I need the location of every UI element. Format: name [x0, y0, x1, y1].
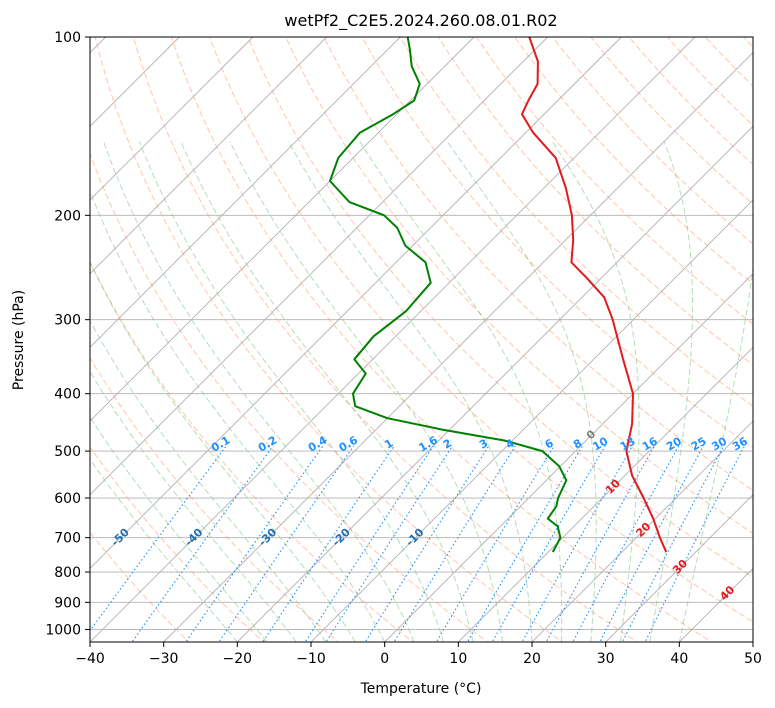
isotherm-line: [531, 420, 753, 642]
y-tick-label: 400: [54, 387, 81, 403]
mixing-ratio-line: [218, 445, 355, 642]
dry-adiabat: [514, 37, 753, 285]
mixing-ratio-line: [131, 445, 274, 642]
y-tick-label: 1000: [45, 622, 81, 638]
isotherm-line: [90, 37, 475, 422]
isotherm-line: [90, 37, 696, 642]
x-tick-label: −30: [149, 651, 179, 667]
chart-title: wetPf2_C2E5.2024.260.08.01.R02: [284, 11, 557, 31]
temperature-line: [521, 37, 668, 553]
x-tick-label: −40: [75, 651, 105, 667]
y-tick-label: 200: [54, 208, 81, 224]
isotherm-line: [384, 273, 753, 642]
isotherm-line: [310, 199, 753, 642]
isotherm-line: [90, 37, 622, 569]
dry-adiabat: [361, 37, 753, 449]
isotherm-line: [90, 37, 548, 496]
mixing-ratio-line: [304, 445, 434, 642]
isotherm-line: [90, 37, 327, 275]
x-tick-label: −10: [296, 651, 326, 667]
mixing-ratio-line: [393, 445, 516, 642]
dry-adiabat: [323, 37, 753, 491]
x-tick-label: 40: [670, 651, 688, 667]
x-tick-label: 10: [449, 651, 467, 667]
x-tick-label: −20: [223, 651, 253, 667]
x-tick-label: 20: [523, 651, 541, 667]
mixing-ratio-line: [262, 445, 395, 642]
mixing-ratio-line: [325, 445, 454, 642]
dry-adiabat: [209, 37, 753, 623]
dry-adiabat: [285, 37, 753, 535]
x-tick-label: 0: [380, 651, 389, 667]
x-axis-label: Temperature (°C): [360, 681, 482, 697]
y-tick-label: 600: [54, 491, 81, 507]
series-group: [329, 37, 668, 553]
y-axis-label: Pressure (hPa): [11, 290, 27, 390]
mixing-ratio-line: [185, 445, 324, 642]
dewpoint-line: [329, 37, 568, 553]
axis-ticks: −40 −30 −20 −10 0 10 20 30 40 50 1000 900 800 700 600 5…: [45, 30, 762, 667]
dry-adiabat: [476, 37, 753, 325]
y-tick-label: 900: [54, 595, 81, 611]
mixing-ratio-line: [491, 445, 606, 642]
mixing-ratio-line: [572, 445, 680, 642]
isotherm-line: [605, 494, 753, 642]
isotherm-line: [163, 52, 753, 642]
y-tick-label: 100: [54, 30, 81, 46]
isotherm-line: [90, 37, 401, 348]
y-tick-label: 500: [54, 444, 81, 460]
y-tick-label: 700: [54, 531, 81, 547]
dry-adiabat: [170, 37, 713, 642]
x-tick-label: 30: [597, 651, 615, 667]
isotherm-line: [237, 125, 753, 642]
isotherm-line: [90, 37, 254, 201]
dry-adiabat: [399, 37, 753, 407]
plot-frame: [89, 36, 754, 643]
mixing-ratio-line: [364, 445, 490, 642]
mixing-ratio-line: [599, 445, 704, 642]
y-tick-label: 800: [54, 565, 81, 581]
y-tick-label: 300: [54, 313, 81, 329]
dry-adiabat: [90, 152, 489, 642]
mixing-ratio-line: [466, 445, 584, 642]
x-tick-label: 50: [744, 651, 762, 667]
background-lines: [90, 37, 753, 642]
dry-adiabat: [247, 37, 753, 578]
